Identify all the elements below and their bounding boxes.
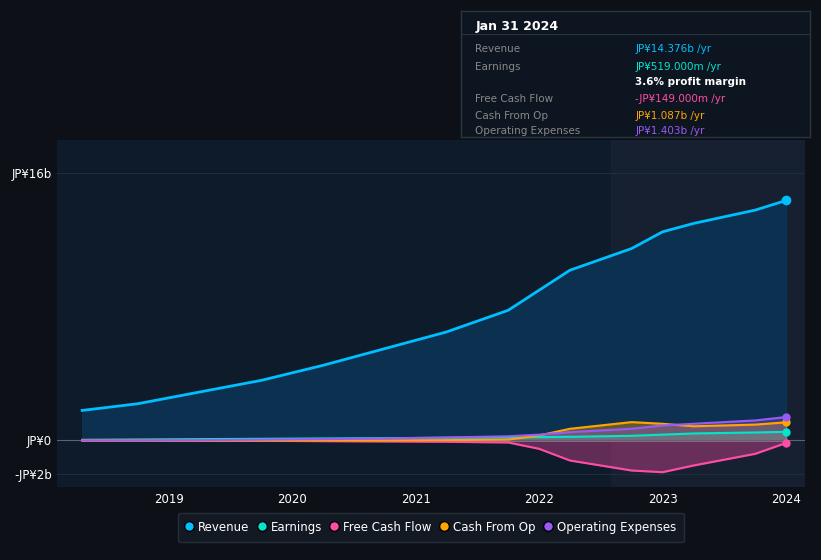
Legend: Revenue, Earnings, Free Cash Flow, Cash From Op, Operating Expenses: Revenue, Earnings, Free Cash Flow, Cash … [178, 512, 684, 542]
Bar [611, 140, 805, 487]
Text: Free Cash Flow: Free Cash Flow [475, 95, 553, 104]
Text: JP¥14.376b /yr: JP¥14.376b /yr [635, 44, 712, 54]
Text: Earnings: Earnings [475, 62, 521, 72]
Text: JP¥1.403b /yr: JP¥1.403b /yr [635, 126, 705, 136]
Text: 3.6% profit margin: 3.6% profit margin [635, 77, 746, 87]
Text: JP¥1.087b /yr: JP¥1.087b /yr [635, 111, 705, 121]
Text: Revenue: Revenue [475, 44, 521, 54]
Text: -JP¥149.000m /yr: -JP¥149.000m /yr [635, 95, 726, 104]
Text: Cash From Op: Cash From Op [475, 111, 548, 121]
Text: Operating Expenses: Operating Expenses [475, 126, 580, 136]
Text: JP¥519.000m /yr: JP¥519.000m /yr [635, 62, 722, 72]
Text: Jan 31 2024: Jan 31 2024 [475, 20, 558, 33]
